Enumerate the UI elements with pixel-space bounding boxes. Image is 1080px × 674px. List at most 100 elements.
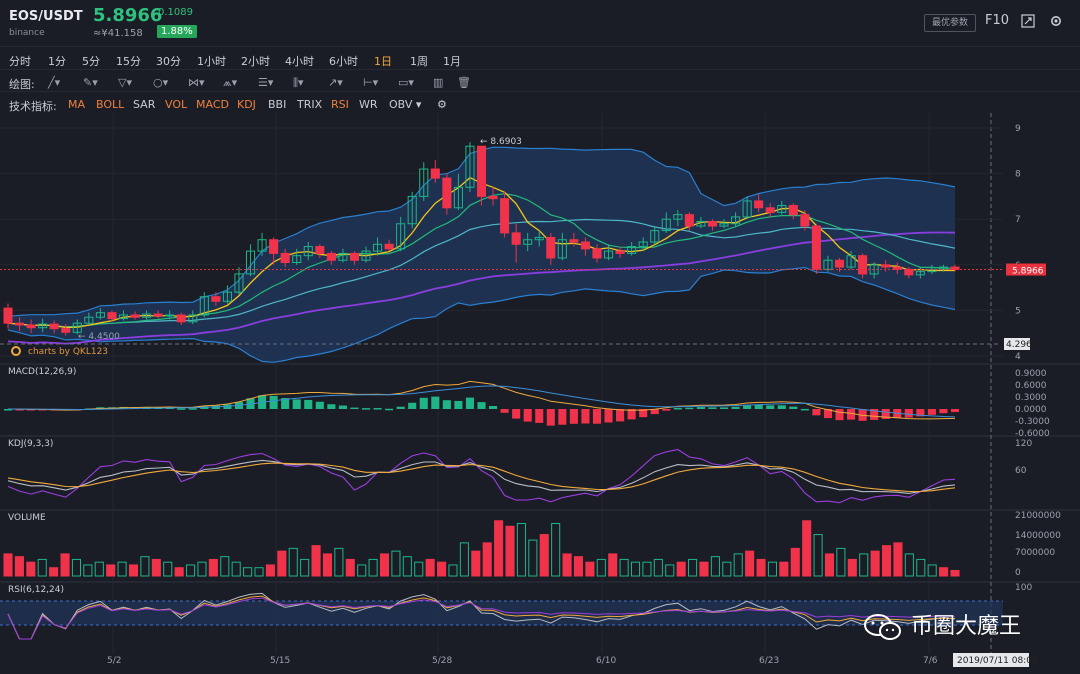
volume-bar [14,556,24,577]
high-price-label: ← 8.6903 [480,137,522,147]
timeframe-8[interactable]: 6小时 [329,55,358,68]
macd-bar [639,409,648,418]
indicator-obv[interactable]: OBV ▾ [389,98,422,111]
indicator-sar[interactable]: SAR [133,98,156,111]
volume-bar [505,525,515,577]
circle-icon[interactable]: ○▾ [153,76,169,89]
volume-bar [448,564,458,577]
pattern-icon[interactable]: ⩕▾ [223,76,238,89]
volume-bar [836,547,846,577]
timeframe-7[interactable]: 4小时 [285,55,314,68]
volume-bar [539,534,549,577]
volume-bar [870,550,880,577]
macd-bar [3,409,13,411]
timeframe-10[interactable]: 1周 [410,55,428,68]
candle-body [696,220,706,227]
pencil-icon[interactable]: ✎▾ [83,76,98,89]
macd-bar [927,409,936,415]
timeframe-2[interactable]: 5分 [82,55,100,68]
indicator-rsi[interactable]: RSI [331,98,349,111]
lines-icon[interactable]: ☰▾ [258,76,274,89]
f10-button[interactable]: F10 [985,13,1010,28]
arrow-icon[interactable]: ↗▾ [328,76,343,89]
volume-bar [174,567,184,577]
volume-bar [254,567,264,577]
volume-bar [722,561,732,577]
candle-body [603,250,614,259]
candle-body [234,273,244,293]
indicator-settings-icon[interactable]: ⚙ [437,98,447,111]
volume-bar [904,553,914,577]
fullscreen-icon[interactable] [1021,14,1035,28]
volume-bar [528,539,538,577]
candle-body [569,239,579,243]
timeframe-9[interactable]: 1日 [374,55,392,68]
kdj-label: KDJ(9,3,3) [8,439,53,449]
fib-icon[interactable]: ⋈▾ [188,76,205,89]
bars-icon[interactable]: ▥ [433,76,444,89]
macd-bar [558,409,567,425]
candle-body [904,268,914,276]
indicator-kdj[interactable]: KDJ [237,98,256,111]
indicator-bbi[interactable]: BBI [268,98,287,111]
indicator-wr[interactable]: WR [359,98,378,111]
x-tick-label: 7/6 [923,656,938,666]
candle-body [580,241,590,250]
indicator-macd[interactable]: MACD [196,98,229,111]
macd-bar [650,409,659,415]
low-price-label: ← 4.4500 [78,332,120,342]
candle-body [881,264,891,268]
candle-body [430,168,440,179]
macd-bar [15,409,24,411]
trend-line-icon[interactable]: ╱▾ [48,76,61,89]
candle-body [84,316,94,324]
timeframe-0[interactable]: 分时 [9,55,31,68]
indicator-boll[interactable]: BOLL [96,98,125,111]
date-tag [953,653,1029,667]
candle-body [673,214,683,220]
candle-body [349,252,360,261]
macd-bar [477,402,486,409]
candle-body [661,218,671,232]
candle-body [373,243,383,252]
timeframe-3[interactable]: 15分 [116,55,141,68]
candle-body [488,195,498,200]
candle-body [3,307,13,324]
macd-bar [338,405,347,409]
crosshair-price-tag [1004,338,1030,350]
volume-bar [231,561,241,577]
macd-bar [431,396,440,409]
settings-icon[interactable] [1049,14,1063,28]
volume-bar [893,542,903,577]
timeframe-1[interactable]: 1分 [48,55,66,68]
timeframe-5[interactable]: 1小时 [197,55,226,68]
optimal-params-button[interactable]: 最优参数 [924,14,976,32]
indicator-vol[interactable]: VOL [165,98,188,111]
volume-bar [551,523,561,577]
volume-bar [163,561,173,577]
volume-bar [186,564,196,577]
range-icon[interactable]: ⊢▾ [363,76,379,89]
exchange-name: binance [9,28,45,38]
chart-header: EOS/USDT binance 5.8966 ≈¥41.158 0.1089 … [0,0,1080,46]
comment-icon[interactable]: ▭▾ [398,76,414,89]
timeframe-6[interactable]: 2小时 [241,55,270,68]
candle-body [938,266,948,270]
candle-body [627,246,637,254]
volume-bar [437,561,447,577]
candle-body [419,168,429,197]
volume-bar [824,553,835,577]
panel-tick-label: 60 [1015,466,1027,476]
indicator-trix[interactable]: TRIX [297,98,323,111]
triangle-icon[interactable]: ▽▾ [118,76,132,89]
macd-dif-line [7,380,956,420]
ma-slow-line [7,218,956,328]
trash-icon[interactable]: 🗑 [457,76,471,89]
macd-bar [465,397,474,409]
timeframe-4[interactable]: 30分 [156,55,181,68]
indicator-ma[interactable]: MA [68,98,86,111]
columns-icon[interactable]: ⫼▾ [293,76,304,89]
watermark-text: 币圈大魔王 [911,614,1022,639]
timeframe-11[interactable]: 1月 [443,55,461,68]
